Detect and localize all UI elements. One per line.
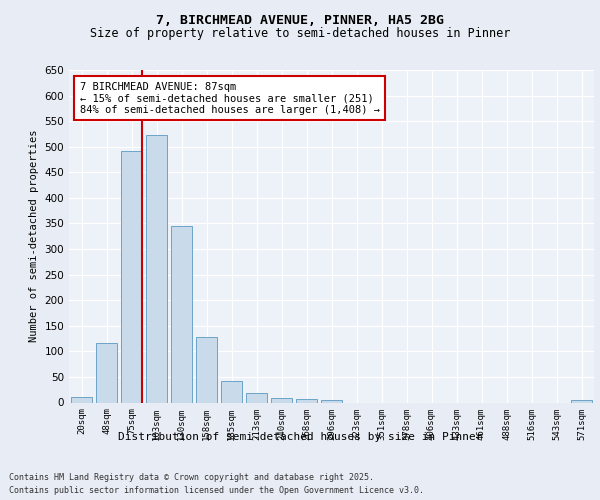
Text: Size of property relative to semi-detached houses in Pinner: Size of property relative to semi-detach…: [90, 28, 510, 40]
Bar: [171, 226, 192, 402]
Bar: [221, 381, 242, 402]
Text: 7, BIRCHMEAD AVENUE, PINNER, HA5 2BG: 7, BIRCHMEAD AVENUE, PINNER, HA5 2BG: [156, 14, 444, 27]
Text: Distribution of semi-detached houses by size in Pinner: Distribution of semi-detached houses by …: [118, 432, 482, 442]
Text: Contains public sector information licensed under the Open Government Licence v3: Contains public sector information licen…: [9, 486, 424, 495]
Bar: [96, 342, 117, 402]
Bar: [71, 397, 92, 402]
Bar: [246, 394, 267, 402]
Bar: [196, 337, 217, 402]
Text: Contains HM Land Registry data © Crown copyright and database right 2025.: Contains HM Land Registry data © Crown c…: [9, 472, 374, 482]
Y-axis label: Number of semi-detached properties: Number of semi-detached properties: [29, 130, 39, 342]
Text: 7 BIRCHMEAD AVENUE: 87sqm
← 15% of semi-detached houses are smaller (251)
84% of: 7 BIRCHMEAD AVENUE: 87sqm ← 15% of semi-…: [79, 82, 380, 115]
Bar: [121, 152, 142, 402]
Bar: [296, 399, 317, 402]
Bar: [146, 136, 167, 402]
Bar: [271, 398, 292, 402]
Bar: [321, 400, 342, 402]
Bar: [571, 400, 592, 402]
